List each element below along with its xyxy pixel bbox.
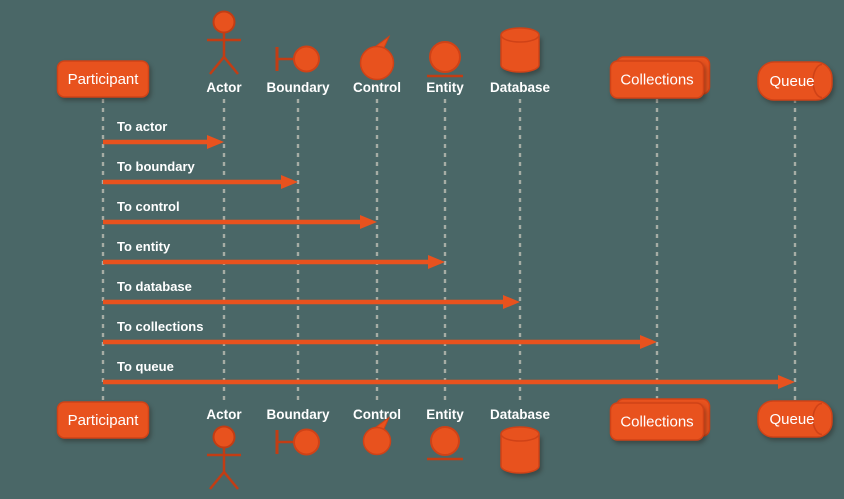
message-1: To actor <box>103 119 224 149</box>
participant-box <box>56 401 150 439</box>
control-label: Control <box>353 407 401 422</box>
database-label: Database <box>490 80 551 95</box>
message-arrowhead <box>281 175 298 189</box>
database-label: Database <box>490 407 551 422</box>
entity-label: Entity <box>426 407 464 422</box>
message-5: To database <box>103 279 520 309</box>
control-circle <box>359 45 395 81</box>
message-arrowhead <box>360 215 377 229</box>
message-label: To collections <box>117 319 203 334</box>
collections-label: Collections <box>620 414 693 431</box>
participant-queue-top: Queue <box>757 61 833 101</box>
actor-label: Actor <box>206 407 242 422</box>
participant-queue-bottom: Queue <box>757 400 833 438</box>
boundary-label: Boundary <box>266 80 329 95</box>
participant-control-bottom: Control <box>353 407 401 456</box>
database-body <box>500 35 540 73</box>
participant-box <box>56 60 150 98</box>
actor-head <box>212 10 236 34</box>
database-top <box>500 27 540 43</box>
actor-label: Actor <box>206 80 242 95</box>
message-label: To boundary <box>117 159 196 174</box>
boundary-circle <box>293 45 320 73</box>
participant-boundary-top: Boundary <box>266 45 330 95</box>
message-arrowhead <box>778 375 795 389</box>
message-label: To control <box>117 199 180 214</box>
queue-end-curve <box>812 63 823 99</box>
participant-entity-top: Entity <box>426 41 464 95</box>
message-6: To collections <box>103 319 657 349</box>
message-arrowhead <box>428 255 445 269</box>
participant-database-top: Database <box>490 27 551 95</box>
control-label: Control <box>353 80 401 95</box>
entity-circle <box>430 426 460 456</box>
message-arrowhead <box>503 295 520 309</box>
actor-head <box>212 425 236 449</box>
participant-entity-bottom: Entity <box>426 407 464 461</box>
message-7: To queue <box>103 359 795 389</box>
participant-boundary-bottom: Boundary <box>266 407 330 456</box>
control-circle <box>362 426 392 456</box>
database-top <box>500 426 540 442</box>
participant-control-top: Control <box>353 34 401 95</box>
message-2: To boundary <box>103 159 298 189</box>
participant-actor-top: Actor <box>206 10 242 95</box>
actor-legs <box>209 470 239 490</box>
participant-label: Participant <box>68 412 140 429</box>
participant-collections-bottom: Collections <box>609 398 711 441</box>
message-arrowhead <box>640 335 657 349</box>
actor-legs <box>209 55 239 75</box>
participant-actor-bottom: Actor <box>206 407 242 490</box>
queue-label: Queue <box>769 411 814 428</box>
queue-end-curve <box>812 402 823 436</box>
message-4: To entity <box>103 239 445 269</box>
collections-front-box <box>609 60 705 99</box>
collections-front-box <box>609 402 705 441</box>
entity-circle <box>429 41 461 73</box>
database-body <box>500 434 540 474</box>
participant-collections-top: Collections <box>609 56 711 99</box>
participant-label: Participant <box>68 71 140 88</box>
participant-database-bottom: Database <box>490 407 551 474</box>
participant-participant-top: Participant <box>56 60 150 98</box>
collections-label: Collections <box>620 72 693 89</box>
queue-cylinder <box>757 400 833 438</box>
message-label: To database <box>117 279 192 294</box>
queue-label: Queue <box>769 73 814 90</box>
message-label: To queue <box>117 359 174 374</box>
boundary-label: Boundary <box>266 407 329 422</box>
entity-label: Entity <box>426 80 464 95</box>
participant-participant-bottom: Participant <box>56 401 150 439</box>
message-arrowhead <box>207 135 224 149</box>
boundary-circle <box>293 428 320 456</box>
message-3: To control <box>103 199 377 229</box>
message-label: To entity <box>117 239 171 254</box>
queue-cylinder <box>757 61 833 101</box>
message-label: To actor <box>117 119 167 134</box>
